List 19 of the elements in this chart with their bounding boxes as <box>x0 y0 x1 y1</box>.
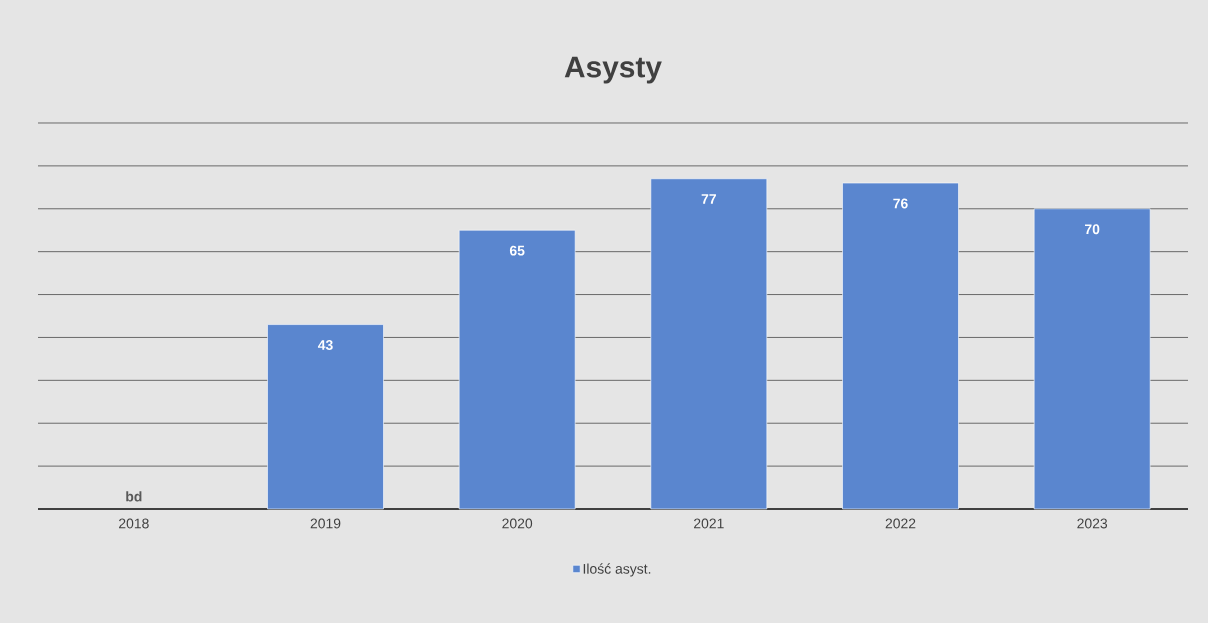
bar <box>267 324 384 510</box>
data-label: 76 <box>893 198 908 209</box>
bar <box>1033 208 1151 510</box>
x-tick-label: 2023 <box>1077 518 1108 529</box>
bar <box>650 178 768 510</box>
bar <box>458 229 576 510</box>
data-label: 65 <box>509 245 525 256</box>
x-tick-label: 2020 <box>502 518 533 529</box>
data-label: 77 <box>701 194 716 204</box>
chart-title: Asysty <box>564 56 662 84</box>
x-tick-label: 2022 <box>885 518 916 529</box>
x-tick-label: 2019 <box>310 518 341 529</box>
text: bd <box>126 491 142 502</box>
data-label: 70 <box>1085 224 1100 235</box>
legend-label: Ilość asyst. <box>583 563 651 577</box>
x-tick-label: 2018 <box>119 518 149 529</box>
data-label: 43 <box>317 340 333 350</box>
bar <box>842 182 959 510</box>
x-tick-label: 2021 <box>694 518 724 529</box>
